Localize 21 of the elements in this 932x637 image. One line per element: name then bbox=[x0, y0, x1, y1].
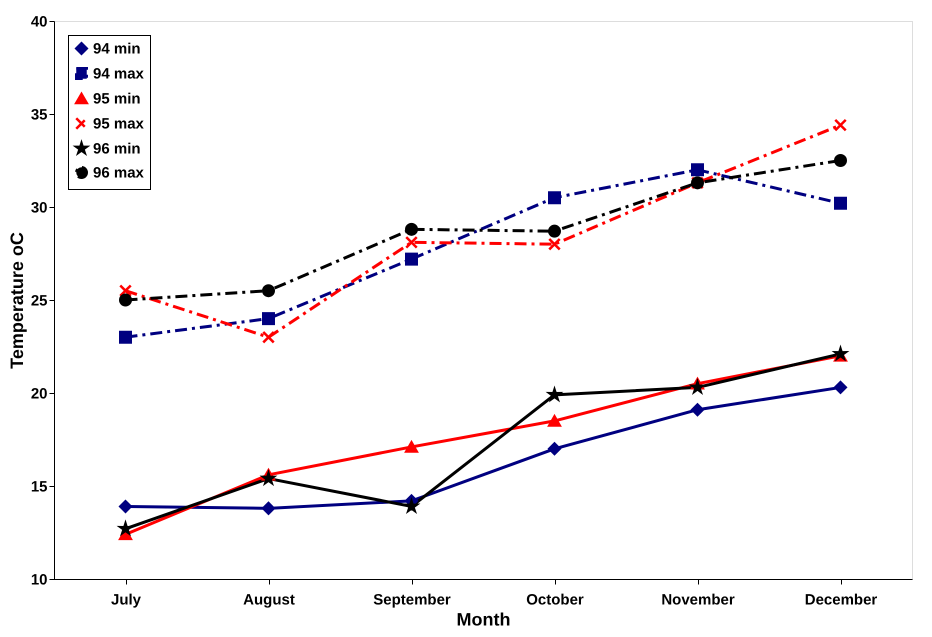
y-tick-label: 15 bbox=[30, 478, 48, 496]
x-tick-label: July bbox=[110, 592, 142, 608]
y-tick-label: 20 bbox=[30, 386, 48, 402]
legend-label: 95 max bbox=[93, 116, 145, 132]
y-tick-label: 40 bbox=[30, 14, 48, 30]
legend-label: 96 max bbox=[93, 164, 145, 182]
legend-label: 95 min bbox=[93, 90, 141, 108]
x-tick-label: November bbox=[661, 592, 735, 608]
x-tick-label: October bbox=[526, 592, 584, 608]
x-tick-label: December bbox=[804, 592, 878, 608]
y-tick-label: 30 bbox=[30, 200, 48, 216]
y-tick-label: 35 bbox=[30, 106, 48, 124]
x-tick-label: August bbox=[243, 592, 295, 608]
x-axis-title: Month bbox=[456, 610, 510, 630]
y-axis-title: Temperature oC bbox=[6, 232, 27, 369]
y-tick-label: 25 bbox=[30, 292, 48, 310]
legend-label: 96 min bbox=[93, 140, 141, 158]
legend-label: 94 min bbox=[93, 40, 141, 58]
legend-label: 94 max bbox=[93, 66, 145, 82]
x-tick-label: September bbox=[373, 592, 451, 608]
y-tick-label: 10 bbox=[30, 572, 48, 588]
